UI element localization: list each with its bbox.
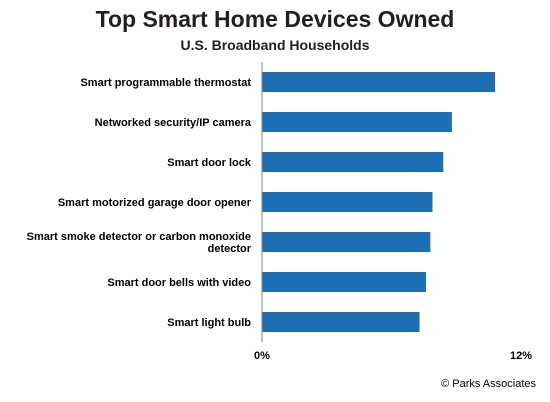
bar-2 bbox=[262, 112, 452, 132]
category-label-2: Networked security/IP camera bbox=[95, 117, 252, 129]
category-label-7: Smart light bulb bbox=[167, 317, 251, 329]
bar-7 bbox=[262, 312, 420, 332]
bars-layer bbox=[262, 72, 496, 332]
category-labels: Smart programmable thermostat Networked s… bbox=[27, 77, 252, 329]
category-label-3: Smart door lock bbox=[167, 157, 252, 169]
x-axis-ticks: 0% 12% bbox=[254, 350, 532, 362]
chart-title: Top Smart Home Devices Owned bbox=[95, 6, 455, 32]
category-label-4: Smart motorized garage door opener bbox=[58, 197, 252, 209]
x-tick-label-2: 12% bbox=[510, 350, 532, 362]
bar-4 bbox=[262, 192, 433, 212]
bar-5 bbox=[262, 232, 431, 252]
x-tick-label-1: 0% bbox=[254, 350, 270, 362]
category-label-5: Smart smoke detector or carbon monoxide d… bbox=[27, 231, 252, 255]
category-label-6: Smart door bells with video bbox=[107, 277, 251, 289]
bar-3 bbox=[262, 152, 444, 172]
bar-6 bbox=[262, 272, 427, 292]
category-label-1: Smart programmable thermostat bbox=[80, 77, 251, 89]
bar-1 bbox=[262, 72, 496, 92]
chart-subtitle: U.S. Broadband Households bbox=[180, 37, 370, 53]
source-credit: © Parks Associates bbox=[441, 378, 536, 390]
